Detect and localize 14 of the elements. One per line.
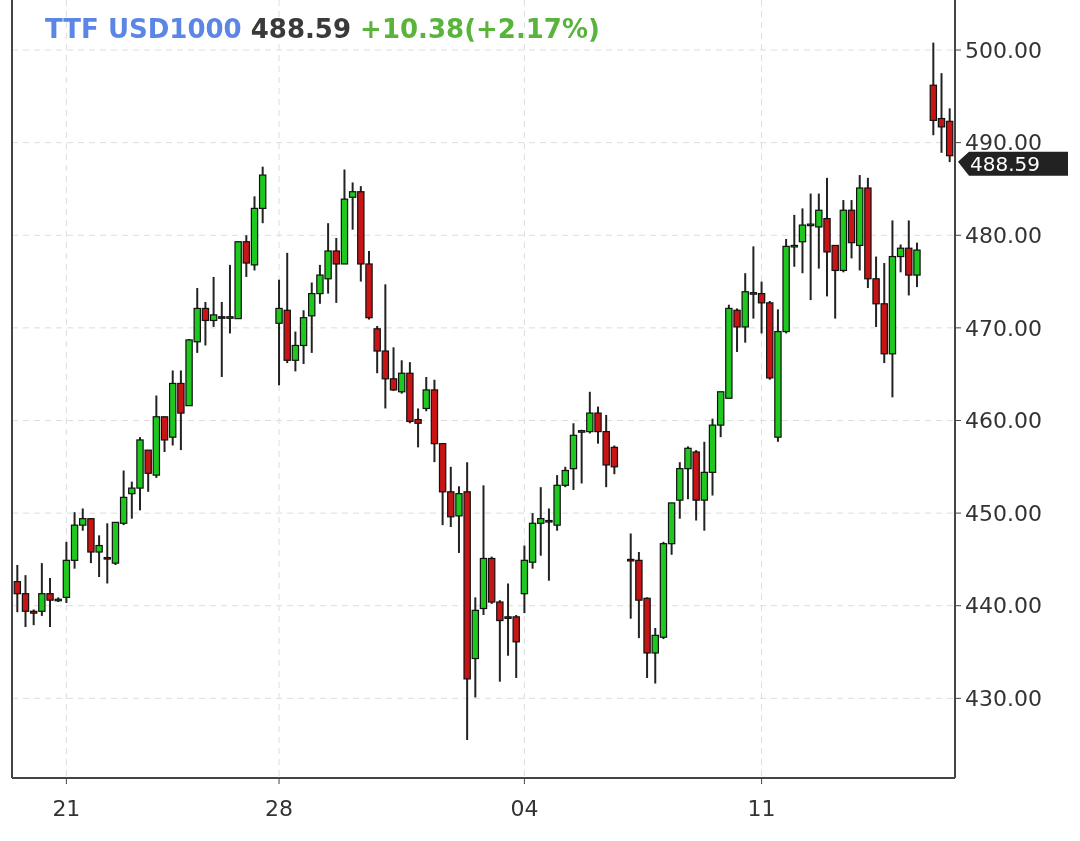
annotation: +10.38(+2.17%) [351,14,600,44]
text: TTF USD1000 [45,14,242,44]
x-tick-label: 11 [747,796,776,821]
annotation: 488.59 [241,14,352,44]
y-tick-label: 430.00 [965,686,1042,712]
y-tick-label: 470.00 [965,315,1042,341]
y-tick-label: 450.00 [965,500,1042,526]
x-tick-label: 21 [52,796,81,821]
y-tick-label: 500.00 [965,37,1042,63]
y-tick-label: 480.00 [965,222,1042,248]
y-tick-label: 440.00 [965,593,1042,619]
x-tick-label: 28 [265,796,294,821]
x-tick-label: 04 [510,796,539,821]
y-tick-label: 460.00 [965,408,1042,434]
